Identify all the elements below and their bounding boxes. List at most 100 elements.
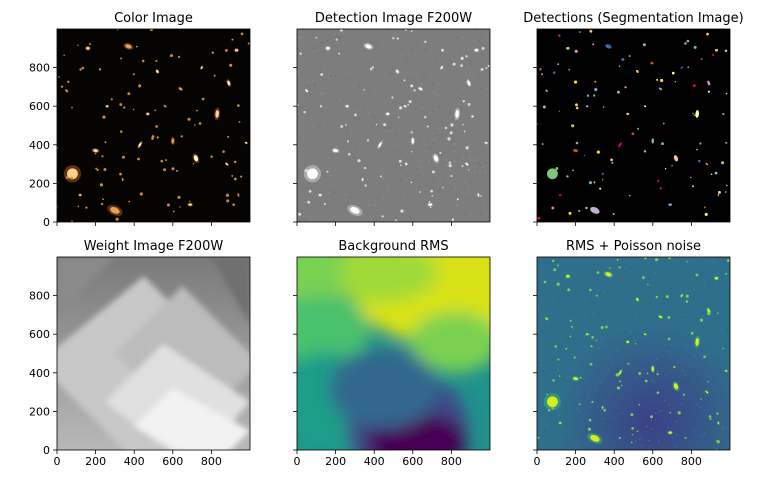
faint-source xyxy=(394,219,397,222)
faint-source xyxy=(627,362,630,365)
faint-source xyxy=(712,53,715,56)
faint-source xyxy=(589,288,592,292)
faint-source xyxy=(225,193,230,197)
faint-source xyxy=(101,155,104,158)
faint-source xyxy=(596,150,600,154)
faint-source xyxy=(647,283,649,286)
faint-source xyxy=(552,379,555,382)
faint-source xyxy=(574,49,578,53)
faint-source xyxy=(463,130,466,133)
source-mark xyxy=(455,109,459,118)
faint-source xyxy=(722,112,725,116)
axes-frame xyxy=(296,256,491,451)
faint-source xyxy=(480,67,484,71)
faint-source xyxy=(139,192,143,196)
source-mark xyxy=(636,297,639,301)
source-mark xyxy=(714,276,719,280)
image-background xyxy=(297,257,490,450)
image-segmentation xyxy=(537,29,730,222)
faint-source xyxy=(156,136,159,139)
faint-source xyxy=(558,34,561,37)
faint-source xyxy=(224,48,228,52)
faint-source xyxy=(345,123,347,126)
faint-source xyxy=(247,42,250,45)
faint-source xyxy=(610,158,613,162)
faint-source xyxy=(591,336,594,339)
axes-frame xyxy=(536,28,731,223)
faint-source xyxy=(307,200,311,204)
source-mark xyxy=(93,149,99,153)
faint-source xyxy=(123,106,126,109)
source-mark xyxy=(558,421,562,424)
faint-source xyxy=(588,181,592,185)
faint-source xyxy=(537,216,541,220)
faint-source xyxy=(565,347,568,350)
faint-source xyxy=(397,116,400,119)
faint-source xyxy=(593,181,596,184)
source-mark xyxy=(465,162,469,166)
faint-source xyxy=(674,80,677,83)
faint-source xyxy=(725,272,728,275)
faint-source xyxy=(141,59,145,63)
faint-source xyxy=(442,186,444,189)
faint-source xyxy=(656,373,659,376)
source-mark xyxy=(138,142,142,148)
source-mark xyxy=(705,390,709,394)
faint-source xyxy=(485,67,488,69)
faint-source xyxy=(222,150,225,153)
faint-source xyxy=(448,164,452,168)
faint-source xyxy=(391,96,394,99)
faint-source xyxy=(319,105,323,108)
faint-source xyxy=(638,403,641,406)
faint-source xyxy=(630,441,633,444)
faint-source xyxy=(589,362,593,366)
faint-source xyxy=(116,29,119,31)
source-mark xyxy=(200,66,203,69)
y-tick-label: 600 xyxy=(29,328,50,341)
source-mark xyxy=(545,317,548,320)
faint-source xyxy=(232,203,235,206)
faint-source xyxy=(594,88,598,92)
x-tick-label: 0 xyxy=(534,455,541,468)
source-mark xyxy=(626,112,630,116)
faint-source xyxy=(137,157,140,161)
faint-source xyxy=(439,152,442,155)
faint-source xyxy=(637,127,639,130)
faint-source xyxy=(573,80,578,84)
source-mark xyxy=(378,142,382,148)
faint-source xyxy=(96,168,99,171)
faint-source xyxy=(646,372,649,375)
faint-source xyxy=(575,106,579,110)
faint-source xyxy=(558,375,561,377)
faint-source xyxy=(347,153,351,156)
faint-source xyxy=(546,393,548,395)
faint-source xyxy=(231,38,234,41)
source-mark xyxy=(365,44,372,49)
faint-source xyxy=(706,32,709,36)
faint-source xyxy=(119,172,122,176)
faint-source xyxy=(618,65,621,67)
x-tick-label: 0 xyxy=(54,455,61,468)
faint-source xyxy=(326,170,329,173)
faint-source xyxy=(381,215,384,218)
source-mark xyxy=(658,87,663,91)
source-mark xyxy=(428,203,432,206)
x-tick-label: 200 xyxy=(325,455,346,468)
faint-source xyxy=(605,325,608,329)
faint-source xyxy=(154,109,157,112)
panel-title: Color Image xyxy=(114,11,193,26)
panel-title: Background RMS xyxy=(338,239,448,254)
faint-source xyxy=(569,319,572,322)
source-mark xyxy=(67,168,78,180)
faint-source xyxy=(714,171,718,175)
y-tick-label: 800 xyxy=(29,62,50,75)
source-mark xyxy=(605,272,612,277)
faint-source xyxy=(299,52,302,55)
faint-source xyxy=(706,311,711,316)
source-mark xyxy=(215,109,219,118)
faint-source xyxy=(229,63,233,67)
source-mark xyxy=(484,142,488,144)
x-tick-label: 400 xyxy=(124,455,145,468)
faint-source xyxy=(638,372,642,375)
source-mark xyxy=(707,80,711,86)
